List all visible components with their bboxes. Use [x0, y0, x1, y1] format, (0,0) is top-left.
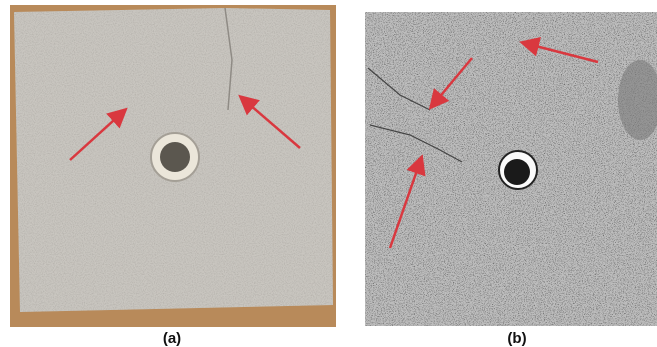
panel-b	[365, 12, 657, 326]
hole	[504, 159, 530, 185]
page: {"panels": [{"caption": "(a)"}, {"captio…	[0, 0, 657, 347]
panel-a	[10, 5, 336, 327]
caption: (a)	[163, 330, 181, 347]
hole	[160, 142, 190, 172]
caption: (b)	[507, 330, 526, 347]
figure: (a) (b)	[0, 0, 657, 347]
